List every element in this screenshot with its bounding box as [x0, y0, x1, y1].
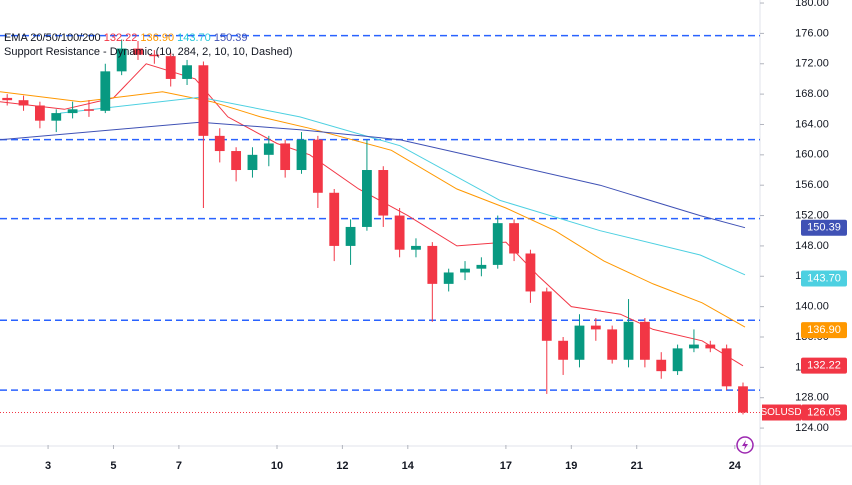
y-tick-label: 124.00: [795, 422, 829, 434]
candle-body: [443, 272, 454, 284]
ema-price-label-bg: [801, 357, 847, 374]
candle-body: [312, 139, 323, 193]
x-tick-label: 10: [271, 460, 283, 472]
ema-price-label-bg: [801, 219, 847, 236]
candle-body: [656, 359, 667, 372]
candle-body: [623, 321, 634, 360]
legend-sr: Support Resistance - Dynamic (10, 284, 2…: [4, 46, 293, 58]
candle-body: [574, 325, 585, 360]
candle-body: [51, 113, 62, 121]
candle-body: [590, 325, 601, 330]
candle-body: [411, 245, 421, 250]
candle-body: [100, 71, 111, 111]
candle-body: [705, 344, 716, 349]
y-tick-label: 152.00: [795, 209, 829, 221]
candle-body: [689, 344, 699, 349]
symbol-label: SOLUSD: [760, 407, 801, 418]
x-tick-label: 7: [176, 460, 182, 472]
candle-body: [34, 105, 45, 121]
candle-body: [362, 170, 372, 227]
ema-price-label: 136.90: [807, 324, 841, 336]
x-tick-label: 24: [729, 460, 742, 472]
ema-line: [60, 96, 746, 276]
legend-ema-title: EMA 20/50/100/200: [4, 32, 101, 44]
y-tick-label: 164.00: [795, 118, 829, 130]
candle-body: [721, 348, 732, 387]
symbol-label-bg: [762, 404, 801, 421]
legend-ema20: 132.22: [104, 32, 138, 44]
y-tick-label: 156.00: [795, 179, 829, 191]
ema-price-label-bg: [801, 270, 847, 287]
candle-body: [231, 151, 242, 171]
ema-price-label-bg: [801, 322, 847, 339]
y-tick-label: 176.00: [795, 27, 829, 39]
y-tick-label: 140.00: [795, 301, 829, 313]
candle-body: [214, 135, 225, 152]
last-price-label-bg: [801, 404, 847, 421]
candle-body: [165, 56, 176, 79]
candle-body: [394, 215, 405, 250]
candle-body: [18, 100, 29, 106]
ema-line: [0, 91, 746, 328]
y-tick-label: 128.00: [795, 392, 829, 404]
candle-body: [607, 329, 618, 360]
ema-price-label: 143.70: [807, 272, 841, 284]
candle-body: [296, 139, 307, 171]
candle-body: [460, 268, 470, 273]
candle-body: [247, 154, 258, 171]
legend: EMA 20/50/100/200 132.22 136.90 143.70 1…: [4, 32, 293, 58]
y-tick-label: 168.00: [795, 88, 829, 100]
legend-ema50: 136.90: [140, 32, 174, 44]
candle-body: [84, 109, 94, 111]
candle-body: [116, 48, 127, 72]
candle-body: [198, 65, 209, 136]
y-tick-label: 160.00: [795, 149, 829, 161]
legend-ema200: 150.39: [214, 32, 248, 44]
legend-ema: EMA 20/50/100/200 132.22 136.90 143.70 1…: [4, 32, 248, 44]
ema-line: [0, 121, 746, 229]
candle-body: [558, 340, 569, 360]
candle-body: [476, 264, 487, 269]
candle-body: [509, 223, 519, 254]
plot: [0, 34, 760, 415]
candle-body: [133, 48, 143, 55]
x-tick-label: 3: [45, 460, 51, 472]
y-tick-label: 172.00: [795, 58, 829, 70]
x-tick-label: 19: [565, 460, 577, 472]
replay-icon[interactable]: [736, 436, 754, 454]
x-tick-label: 21: [631, 460, 643, 472]
candle-body: [525, 253, 536, 292]
x-tick-label: 5: [110, 460, 116, 472]
ema-price-label: 150.39: [807, 222, 841, 234]
x-tick-label: 17: [500, 460, 512, 472]
candle-body: [541, 291, 552, 341]
candle-body: [149, 54, 160, 57]
legend-ema100: 143.70: [177, 32, 211, 44]
candle-body: [345, 226, 356, 246]
candle-body: [263, 143, 274, 155]
y-tick-label: 148.00: [795, 240, 829, 252]
candle-body: [280, 143, 291, 171]
last-price-label: 126.05: [807, 406, 841, 418]
candle-body: [182, 65, 192, 79]
x-tick-label: 12: [336, 460, 348, 472]
candle-body: [672, 348, 683, 372]
candle-body: [639, 321, 650, 360]
candle-body: [427, 245, 438, 284]
x-tick-label: 14: [402, 460, 415, 472]
candle-body: [2, 97, 13, 101]
y-tick-label: 180.00: [795, 0, 829, 9]
ema-price-label: 132.22: [807, 360, 841, 372]
candle-body: [329, 192, 340, 246]
candle-body: [738, 386, 748, 413]
candle-body: [378, 170, 389, 216]
candle-body: [67, 109, 78, 114]
candle-body: [492, 223, 503, 265]
